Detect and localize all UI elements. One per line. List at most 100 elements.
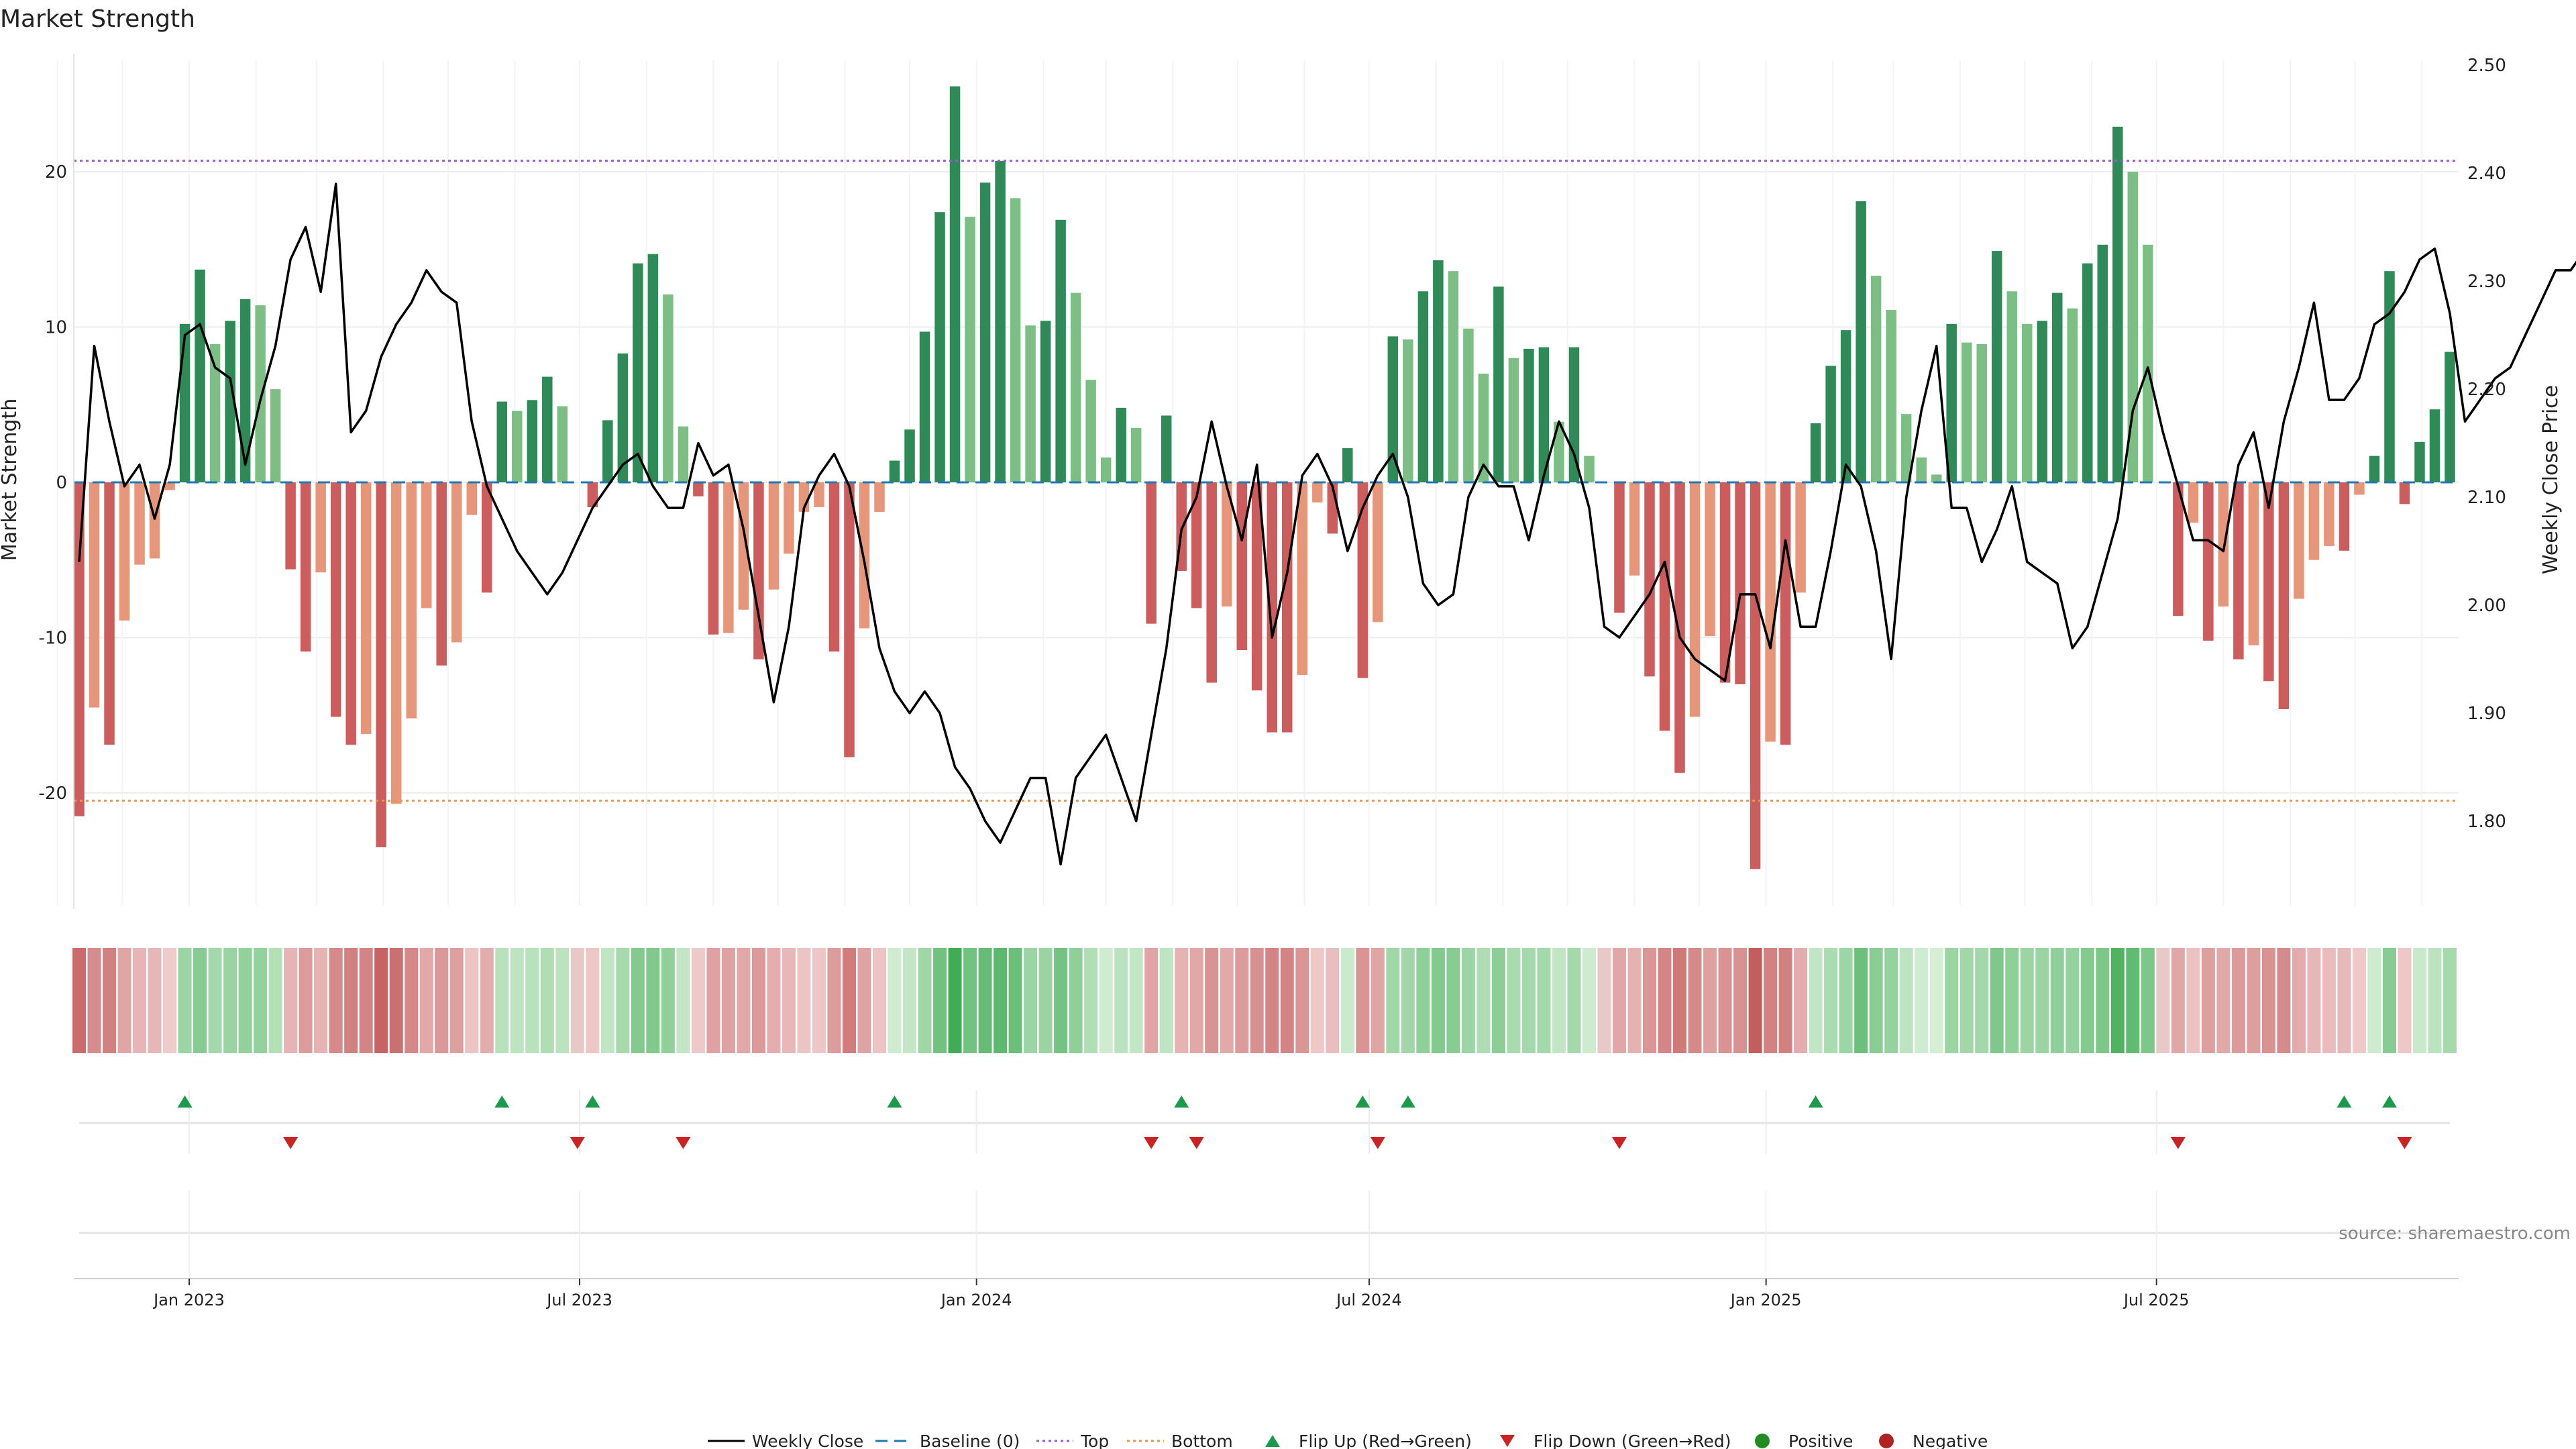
strength-bar: [542, 376, 553, 482]
heatmap-cell: [1310, 948, 1324, 1053]
heatmap-cell: [2141, 948, 2155, 1053]
strength-bar: [753, 482, 764, 659]
flip-down-marker: [676, 1137, 691, 1149]
heatmap-cell: [1597, 948, 1611, 1053]
strength-bar: [406, 482, 417, 718]
strength-bar: [2006, 291, 2017, 482]
strength-bar: [557, 406, 568, 482]
strength-bar: [1795, 482, 1806, 593]
strength-bar: [1417, 291, 1429, 482]
strength-bar: [225, 321, 235, 482]
strength-bar: [1025, 325, 1036, 482]
strength-bar: [1659, 482, 1670, 731]
x-tick-label: Jul 2023: [545, 1291, 612, 1309]
heatmap-cell: [1960, 948, 1974, 1053]
strength-bar: [1312, 482, 1323, 503]
legend-label: Positive: [1788, 1432, 1853, 1449]
heatmap-cell: [963, 948, 977, 1053]
strength-bar: [1674, 482, 1685, 773]
chart-title: Market Strength: [0, 5, 195, 33]
heatmap-cell: [1521, 948, 1536, 1053]
heatmap-cell: [1778, 948, 1792, 1053]
heatmap-cell: [1326, 948, 1340, 1053]
heatmap-cell: [435, 948, 449, 1053]
heatmap-cell: [2428, 948, 2442, 1053]
heatmap-cell: [193, 948, 207, 1053]
strength-bar: [904, 429, 915, 482]
heatmap-cell: [314, 948, 328, 1053]
strength-bar: [1085, 380, 1096, 482]
strength-bar: [1146, 482, 1157, 624]
strength-bar: [2263, 482, 2274, 682]
legend-label: Negative: [1913, 1432, 1988, 1449]
heatmap-cell: [1386, 948, 1400, 1053]
heatmap-cell: [1461, 948, 1475, 1053]
heatmap-cell: [600, 948, 614, 1053]
axes-layer: -20 -10 0 10 20 1.80 1.90 2.00 2.10 2.20 2.30 2.40 2…: [39, 54, 2506, 909]
heatmap-cell: [2156, 948, 2170, 1053]
heatmap-cell: [1794, 948, 1808, 1053]
strength-bar: [1403, 339, 1413, 482]
heatmap-cell: [1537, 948, 1551, 1053]
heatmap-cell: [1084, 948, 1098, 1053]
strength-bar: [1991, 251, 2002, 482]
legend-item: Negative: [1879, 1432, 1988, 1449]
y-right-tick-label: 1.80: [2467, 812, 2506, 832]
heatmap-cell: [1340, 948, 1354, 1053]
strength-bar: [1282, 482, 1293, 733]
heatmap-cell: [1099, 948, 1113, 1053]
flip-up-marker: [1355, 1095, 1371, 1108]
strength-bar: [2248, 482, 2259, 646]
strength-bar: [1236, 482, 1247, 651]
strength-bar: [1357, 482, 1368, 678]
x-axis: Jan 2023 Jul 2023 Jan 2024 Jul 2024 Jan 2025…: [74, 1278, 2459, 1309]
heatmap-cell: [691, 948, 705, 1053]
heatmap-cell: [2277, 948, 2291, 1053]
heatmap-cell: [676, 948, 690, 1053]
legend-label: Flip Up (Red→Green): [1299, 1432, 1472, 1449]
strength-bar: [2414, 441, 2425, 482]
flip-down-marker: [1611, 1137, 1627, 1149]
heatmap-cell: [721, 948, 735, 1053]
heatmap-cell: [857, 948, 871, 1053]
heatmap-cell: [1552, 948, 1566, 1053]
strength-bar: [482, 482, 492, 593]
heatmap-cell: [117, 948, 131, 1053]
flip-down-marker: [1370, 1137, 1385, 1149]
heatmap-cell: [948, 948, 962, 1053]
strength-bar: [2052, 292, 2063, 482]
heatmap-cell: [2216, 948, 2231, 1053]
heatmap-cell: [374, 948, 388, 1053]
bars-layer: [74, 86, 2455, 869]
strength-bar: [2324, 482, 2334, 546]
strength-bar: [270, 389, 281, 482]
heatmap-cell: [2322, 948, 2336, 1053]
strength-bar: [195, 269, 205, 482]
strength-bar: [451, 482, 462, 643]
heatmap-cell: [1673, 948, 1687, 1053]
y-axis-label-right: Weekly Close Price: [2539, 385, 2563, 574]
heatmap-cell: [1748, 948, 1762, 1053]
strength-bar: [1765, 482, 1776, 742]
strength-bar: [2278, 482, 2290, 709]
heatmap-cell: [238, 948, 252, 1053]
strength-bar: [1130, 427, 1142, 482]
heatmap-cell: [178, 948, 192, 1053]
heatmap-cell: [903, 948, 917, 1053]
strength-bar: [1705, 482, 1715, 637]
heatmap-cell: [133, 948, 147, 1053]
legend-label: Bottom: [1171, 1432, 1233, 1449]
heatmap-cell: [1658, 948, 1672, 1053]
strength-bar: [1251, 482, 1263, 691]
heatmap-cell: [842, 948, 856, 1053]
strength-bar: [315, 482, 326, 573]
heatmap-cell: [1175, 948, 1189, 1053]
heatmap-cell: [1295, 948, 1309, 1053]
heatmap-cell: [1189, 948, 1203, 1053]
strength-bar: [2354, 482, 2365, 495]
strength-bar: [1342, 448, 1353, 482]
weekly-close-line: [78, 182, 2576, 866]
heatmap-cell: [2292, 948, 2306, 1053]
heatmap-cell: [1627, 948, 1642, 1053]
x-tick-label: Jul 2025: [2123, 1291, 2190, 1309]
